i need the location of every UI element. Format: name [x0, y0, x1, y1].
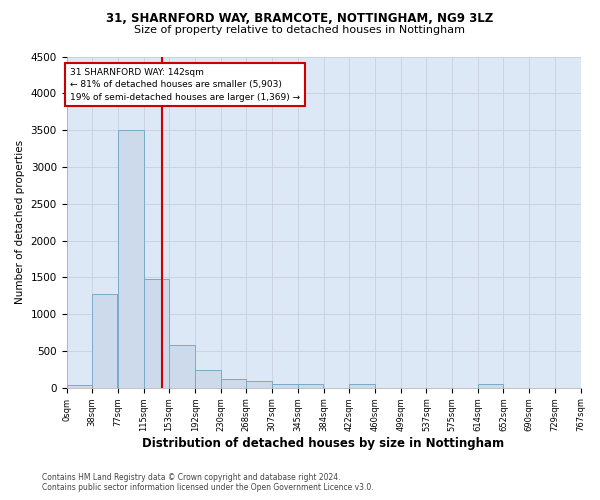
Bar: [195, 370, 221, 388]
Y-axis label: Number of detached properties: Number of detached properties: [15, 140, 25, 304]
Bar: [478, 384, 503, 388]
Text: 31, SHARNFORD WAY, BRAMCOTE, NOTTINGHAM, NG9 3LZ: 31, SHARNFORD WAY, BRAMCOTE, NOTTINGHAM,…: [106, 12, 494, 26]
Bar: [221, 380, 246, 388]
Bar: [246, 382, 272, 388]
Text: 31 SHARNFORD WAY: 142sqm
← 81% of detached houses are smaller (5,903)
19% of sem: 31 SHARNFORD WAY: 142sqm ← 81% of detach…: [70, 68, 300, 102]
Bar: [118, 130, 143, 388]
Bar: [272, 384, 298, 388]
Bar: [169, 346, 194, 388]
Bar: [298, 384, 323, 388]
X-axis label: Distribution of detached houses by size in Nottingham: Distribution of detached houses by size …: [142, 437, 505, 450]
Bar: [67, 385, 92, 388]
Text: Contains HM Land Registry data © Crown copyright and database right 2024.
Contai: Contains HM Land Registry data © Crown c…: [42, 473, 374, 492]
Bar: [92, 294, 118, 388]
Text: Size of property relative to detached houses in Nottingham: Size of property relative to detached ho…: [134, 25, 466, 35]
Bar: [143, 279, 169, 388]
Bar: [349, 384, 375, 388]
